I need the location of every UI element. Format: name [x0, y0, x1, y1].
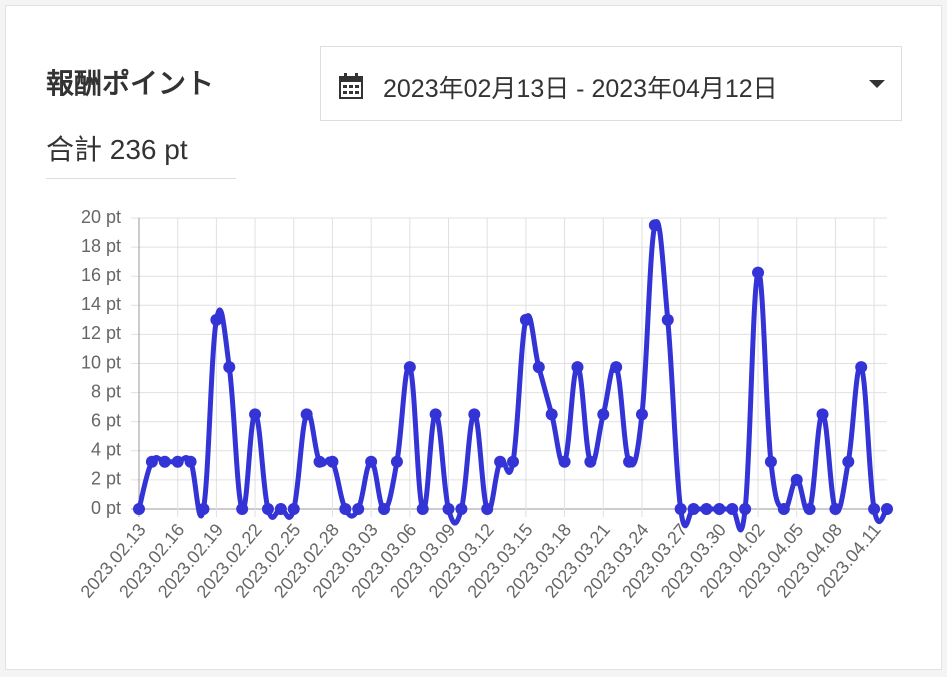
chart: 0 pt 2 pt 4 pt 6 pt 8 pt 10 pt 12 pt 14 pt 16 pt…	[76, 207, 893, 602]
total-points: 合計 236 pt	[46, 128, 236, 179]
data-point	[855, 361, 868, 374]
data-point	[610, 361, 623, 374]
data-point	[661, 313, 674, 326]
data-point	[739, 503, 752, 515]
data-point	[416, 503, 429, 515]
data-point	[365, 455, 378, 468]
data-point	[623, 455, 636, 468]
card-title: 報酬ポイント	[46, 68, 215, 99]
data-point	[803, 503, 816, 515]
data-point	[210, 313, 223, 326]
y-tick-label: 8 pt	[91, 381, 121, 401]
data-point	[532, 361, 545, 374]
card: 報酬ポイント 合計 236 pt 2023年02月13日 - 2023年04月1…	[5, 5, 942, 670]
data-point	[764, 455, 777, 468]
data-point	[481, 503, 494, 515]
data-point	[597, 408, 610, 421]
data-point	[287, 503, 300, 515]
data-point	[403, 361, 416, 374]
data-point	[674, 503, 687, 515]
data-point	[519, 313, 532, 326]
data-point	[571, 361, 584, 374]
y-tick-label: 12 pt	[81, 323, 121, 343]
data-point	[507, 455, 519, 468]
data-point	[494, 455, 507, 468]
data-point	[313, 455, 326, 468]
data-point	[816, 408, 829, 421]
data-point	[261, 503, 274, 515]
data-point	[881, 503, 893, 515]
data-point	[378, 503, 391, 515]
data-point	[635, 408, 648, 421]
data-point	[300, 408, 313, 421]
data-point	[558, 455, 571, 468]
y-tick-label: 20 pt	[81, 207, 121, 227]
data-point	[777, 503, 790, 515]
date-range-text: 2023年02月13日 - 2023年04月12日	[383, 75, 778, 103]
data-point	[700, 503, 713, 515]
y-tick-label: 6 pt	[91, 410, 121, 430]
data-point	[236, 503, 249, 515]
data-point	[648, 219, 661, 232]
data-point	[145, 455, 158, 468]
y-tick-label: 0 pt	[91, 498, 121, 518]
y-tick-label: 18 pt	[81, 236, 121, 256]
data-point	[790, 473, 803, 486]
date-range-picker[interactable]: 2023年02月13日 - 2023年04月12日	[320, 46, 902, 121]
data-point	[455, 503, 468, 515]
calendar-icon	[339, 73, 363, 99]
data-point	[429, 408, 442, 421]
data-point	[249, 408, 262, 421]
data-point	[326, 455, 339, 468]
y-tick-label: 16 pt	[81, 265, 121, 285]
data-point	[868, 503, 881, 515]
data-point	[468, 408, 481, 421]
data-point	[223, 361, 236, 374]
y-tick-label: 14 pt	[81, 294, 121, 314]
data-point	[158, 455, 171, 468]
data-point	[133, 503, 145, 515]
data-point	[545, 408, 558, 421]
data-point	[339, 503, 352, 515]
y-tick-label: 10 pt	[81, 352, 121, 372]
data-point	[184, 455, 197, 468]
data-point	[752, 266, 765, 279]
data-point	[197, 503, 210, 515]
data-point	[842, 455, 855, 468]
data-point	[274, 503, 287, 515]
data-point	[390, 455, 403, 468]
data-point	[726, 503, 739, 515]
data-point	[584, 455, 597, 468]
data-point	[352, 503, 365, 515]
data-point	[713, 503, 726, 515]
data-point	[171, 455, 184, 468]
y-tick-label: 4 pt	[91, 440, 121, 460]
data-line	[136, 219, 890, 533]
data-point	[687, 503, 700, 515]
data-point	[442, 503, 455, 515]
data-point	[829, 503, 842, 515]
dropdown-caret	[869, 80, 885, 88]
y-tick-label: 2 pt	[91, 469, 121, 489]
